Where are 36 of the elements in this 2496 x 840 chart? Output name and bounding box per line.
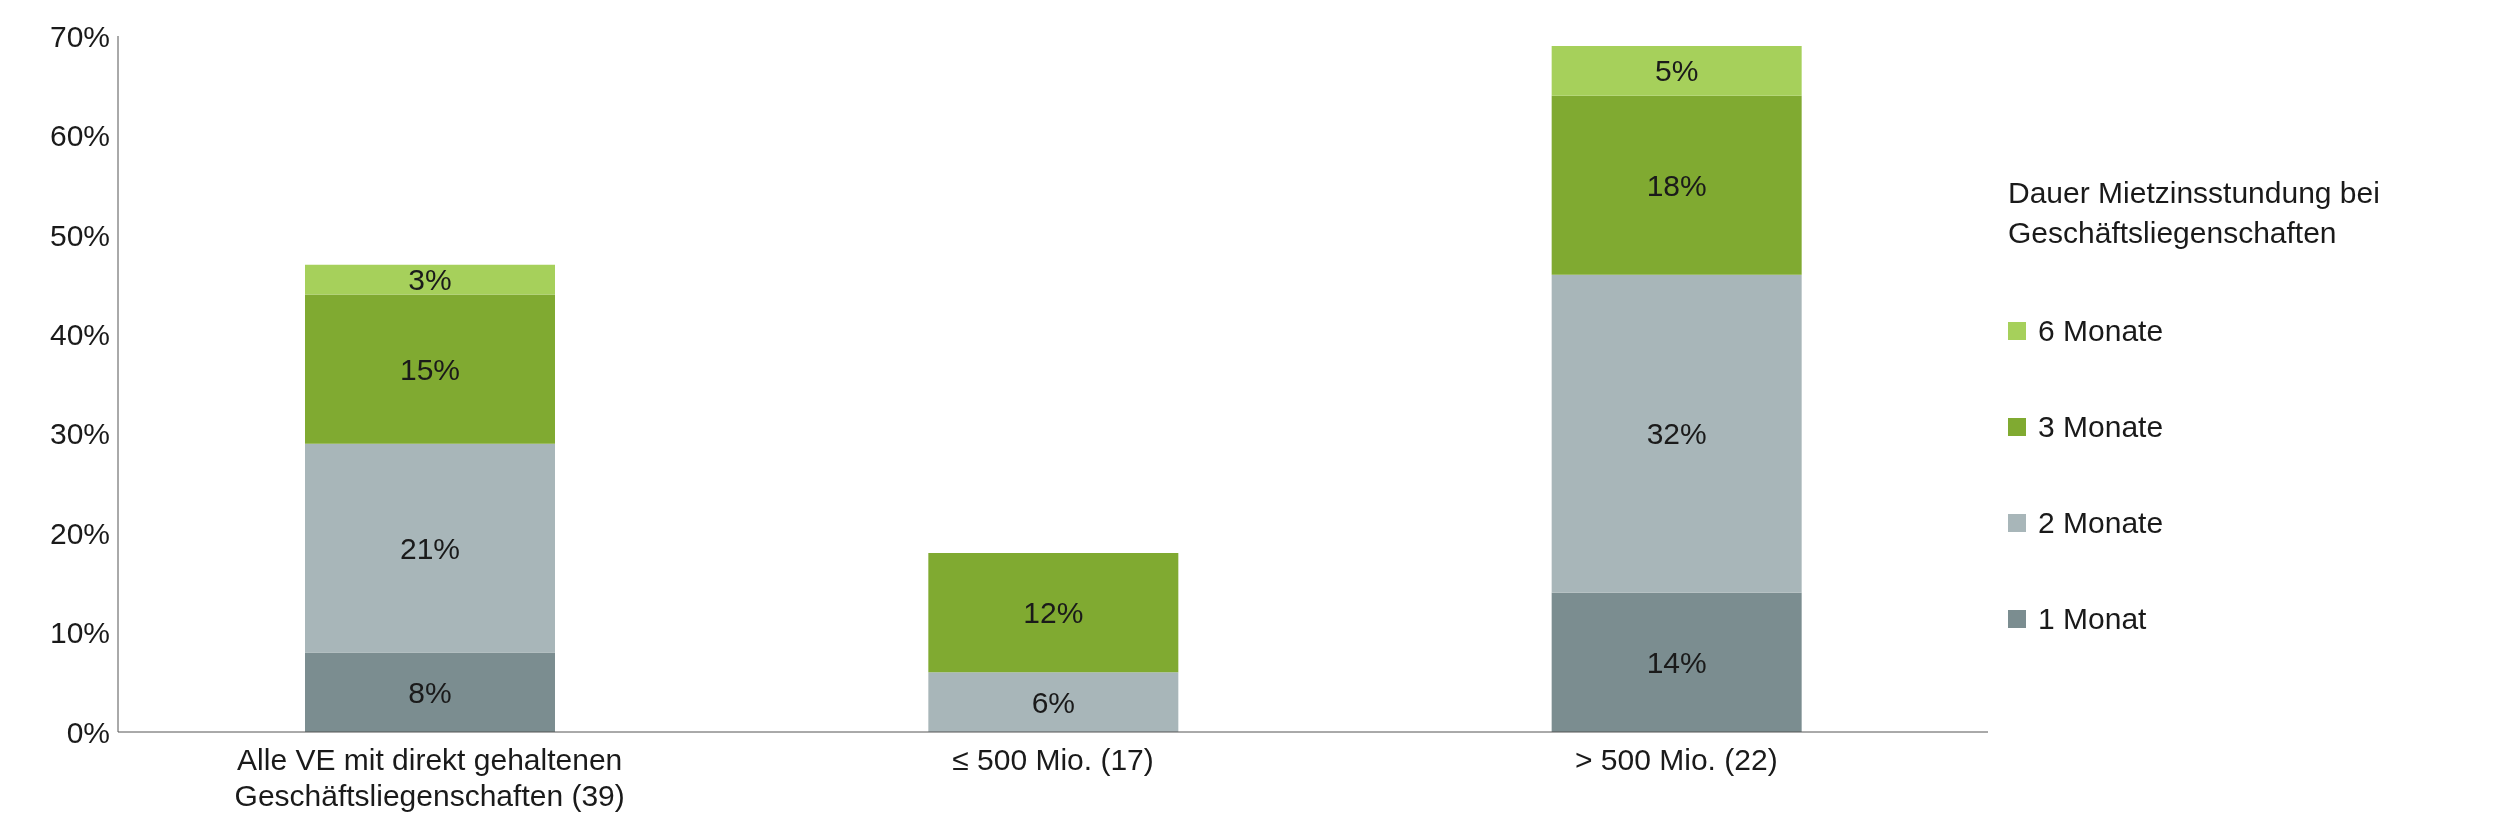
- data-label: 5%: [1654, 54, 1699, 88]
- bar: [305, 294, 555, 444]
- y-tick-label: 30%: [49, 417, 110, 451]
- legend-label: 1 Monat: [2038, 602, 2147, 636]
- data-label: 12%: [1023, 596, 1084, 630]
- y-tick-label: 20%: [49, 516, 110, 550]
- data-label: 15%: [399, 352, 461, 386]
- legend-label: 3 Monate: [2038, 410, 2164, 444]
- legend-title: Dauer Mietzinsstundung bei Geschäftsliegenschaften: [2008, 175, 2381, 251]
- bar: [305, 652, 555, 732]
- bar: [1551, 45, 1802, 96]
- x-tick-label: Alle VE mit direkt gehaltenen Geschäftsliegenschaften (39): [234, 743, 625, 812]
- y-tick-label: 50%: [49, 218, 110, 252]
- bar: [305, 443, 555, 653]
- data-label: 3%: [408, 263, 452, 297]
- bar: [928, 672, 1179, 732]
- legend-label: 6 Monate: [2038, 314, 2164, 348]
- bar: [1551, 95, 1802, 275]
- data-label: 8%: [408, 675, 452, 709]
- bar: [1551, 274, 1802, 593]
- y-tick-label: 0%: [66, 715, 110, 749]
- x-tick-label: > 500 Mio. (22): [1575, 743, 1778, 776]
- y-tick-label: 10%: [49, 616, 110, 650]
- legend-label: 2 Monate: [2038, 506, 2164, 540]
- y-tick-label: 40%: [49, 317, 110, 351]
- y-tick-label: 70%: [49, 19, 110, 53]
- data-label: 21%: [399, 531, 461, 565]
- data-label: 18%: [1646, 168, 1707, 202]
- data-label: 14%: [1646, 646, 1707, 680]
- bar: [305, 264, 555, 295]
- bar: [1551, 592, 1802, 732]
- x-tick-label: ≤ 500 Mio. (17): [952, 743, 1154, 776]
- y-tick-label: 60%: [49, 119, 110, 153]
- bar: [928, 553, 1179, 673]
- data-label: 32%: [1646, 417, 1707, 451]
- data-label: 6%: [1031, 685, 1076, 719]
